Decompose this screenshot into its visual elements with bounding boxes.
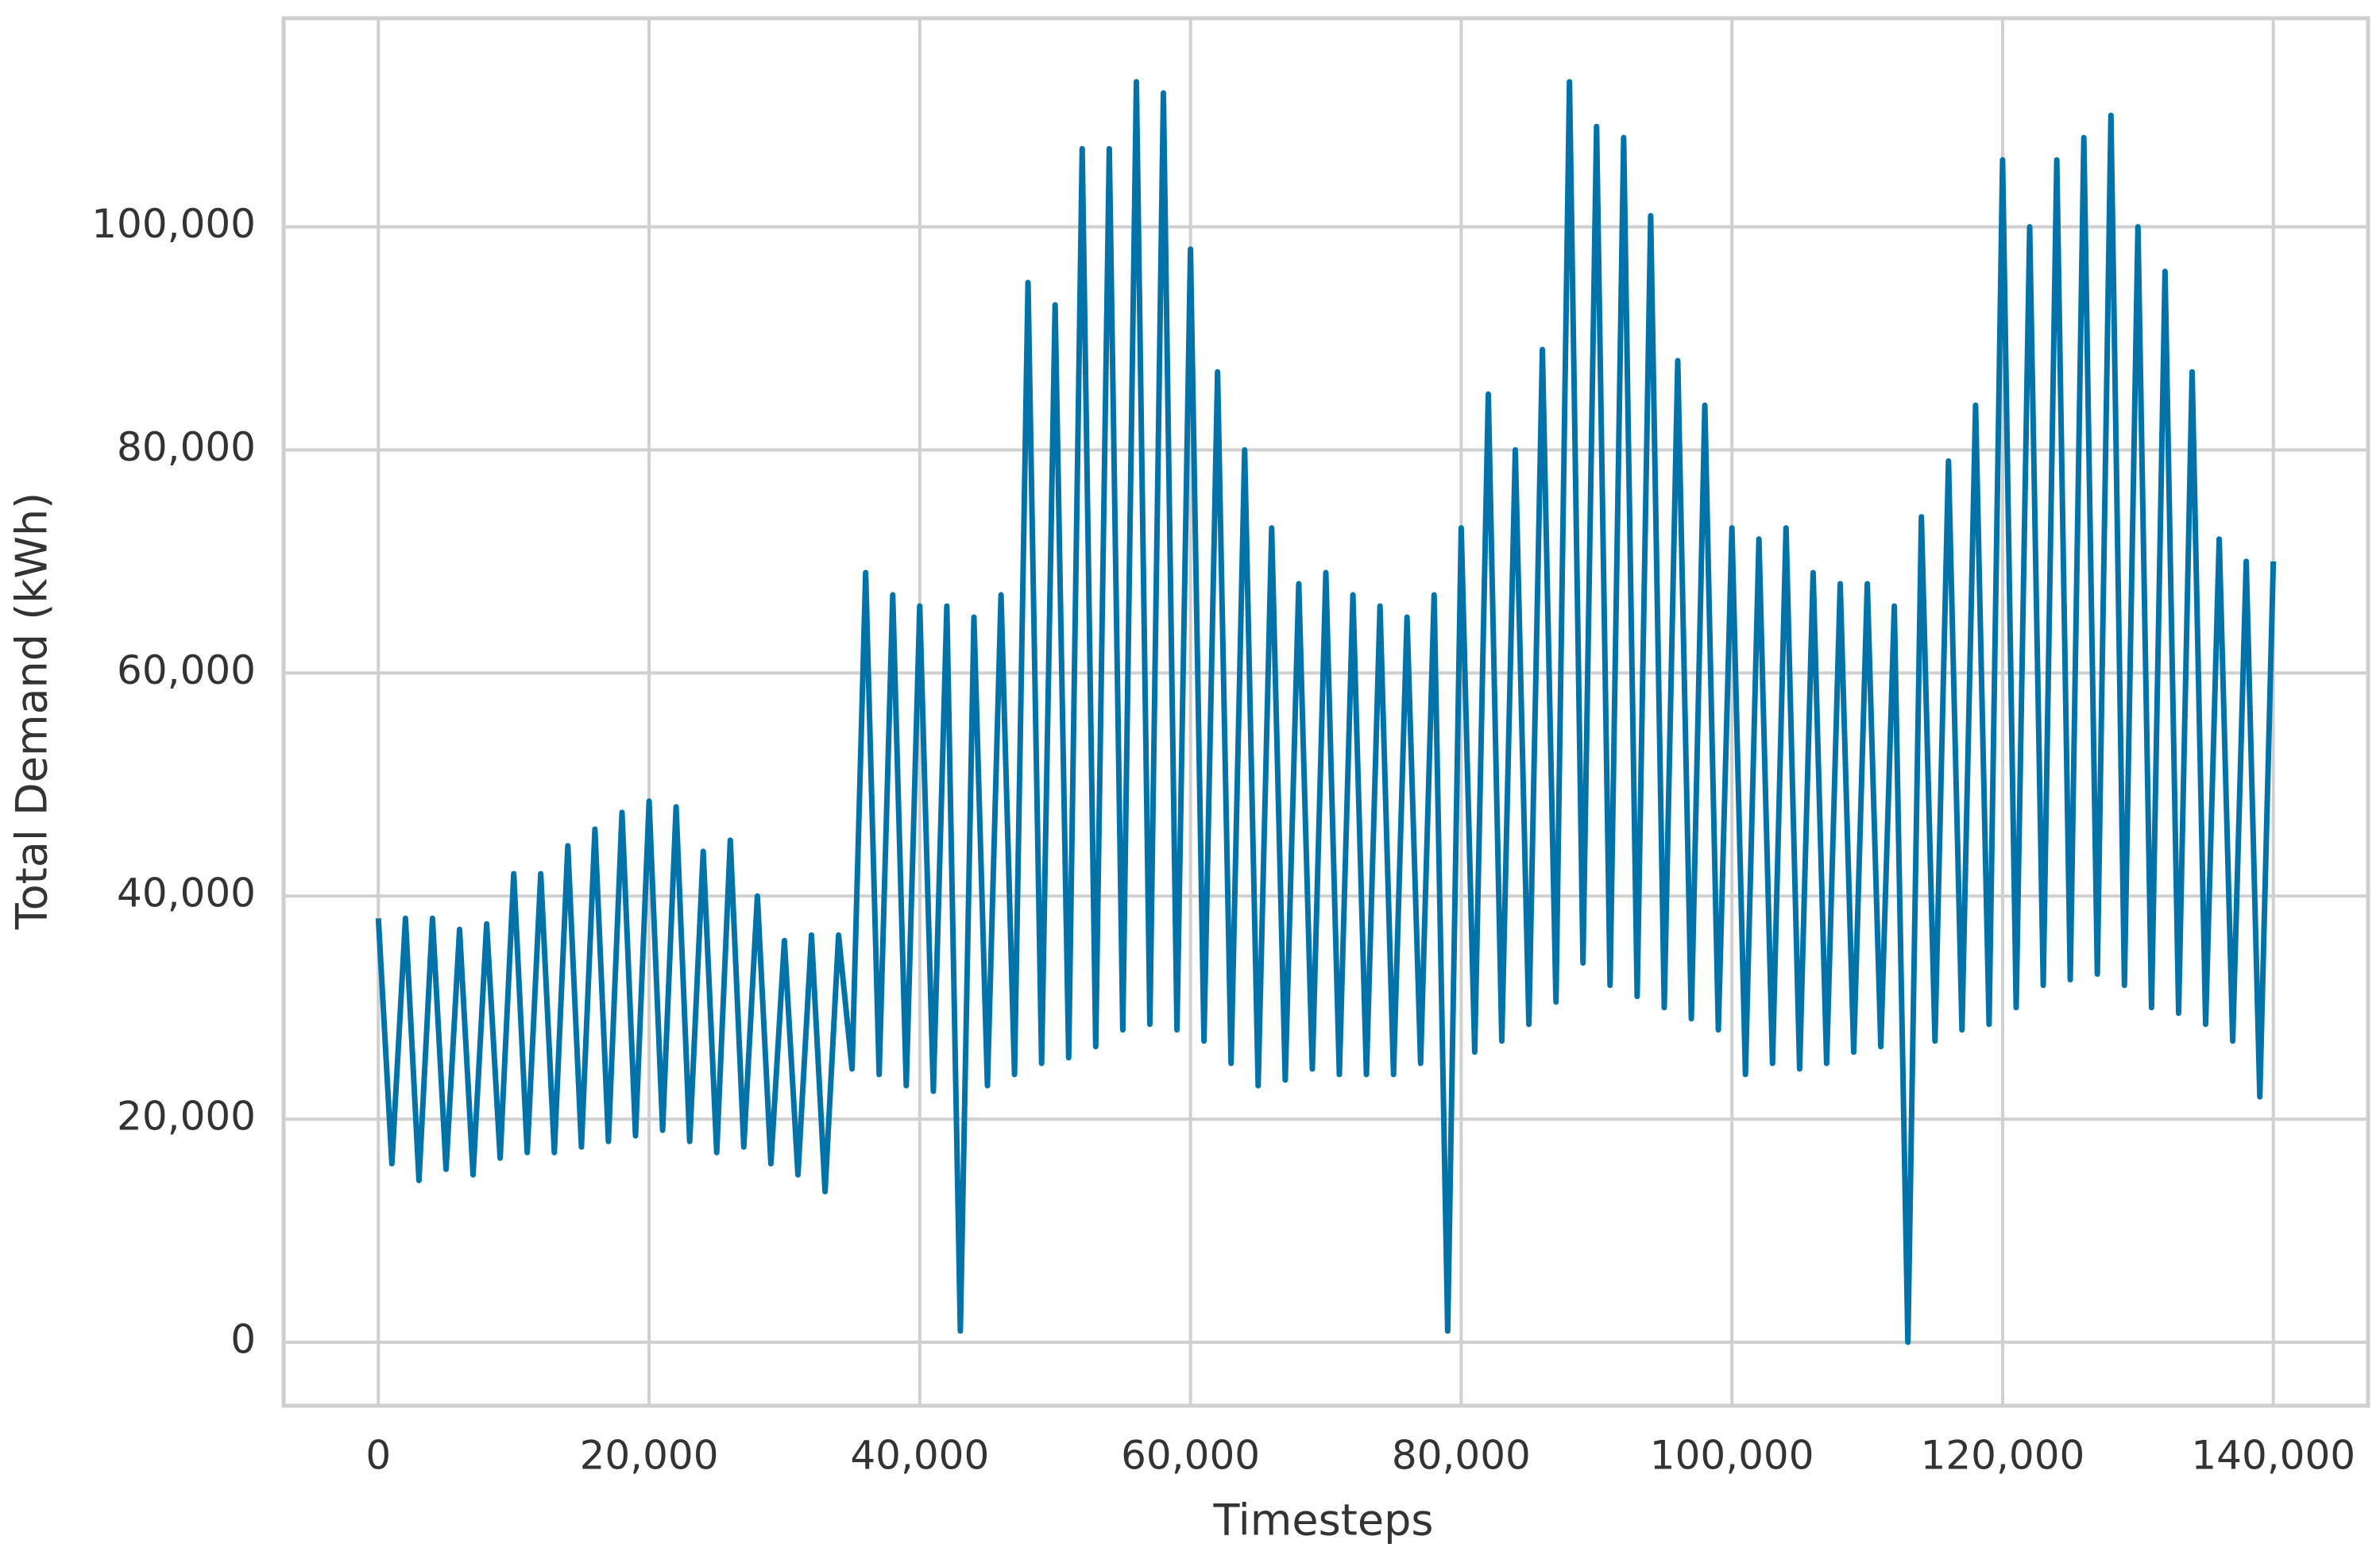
x-tick-label: 140,000 xyxy=(2191,1433,2355,1479)
x-tick-label: 120,000 xyxy=(1921,1433,2085,1479)
x-tick-label: 60,000 xyxy=(1121,1433,1260,1479)
x-tick-label: 100,000 xyxy=(1650,1433,1814,1479)
y-tick-label: 0 xyxy=(230,1316,256,1362)
y-tick-label: 40,000 xyxy=(117,870,256,917)
data-line xyxy=(375,79,2277,1345)
y-tick-label: 80,000 xyxy=(117,424,256,470)
plot-frame xyxy=(281,16,2370,1408)
y-tick-label: 20,000 xyxy=(117,1094,256,1140)
x-tick-label: 80,000 xyxy=(1392,1433,1531,1479)
y-tick-label: 100,000 xyxy=(91,201,256,247)
x-tick-label: 20,000 xyxy=(580,1433,719,1479)
y-axis-label: Total Demand (kWh) xyxy=(7,492,57,930)
x-axis-label: Timesteps xyxy=(1212,1495,1433,1546)
x-tick-label: 0 xyxy=(365,1433,391,1479)
y-tick-label: 60,000 xyxy=(117,647,256,693)
x-tick-label: 40,000 xyxy=(850,1433,989,1479)
